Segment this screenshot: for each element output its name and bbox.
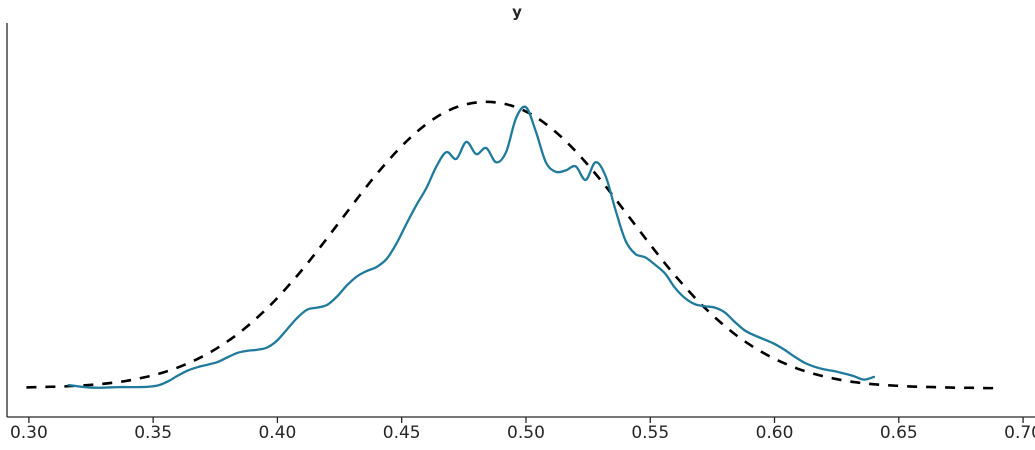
x-tick-label: 0.40 bbox=[258, 423, 296, 443]
x-tick-label: 0.55 bbox=[631, 423, 669, 443]
x-axis-tick-labels: 0.30 0.35 0.40 0.45 0.50 0.55 0.60 0.65 0.70 bbox=[10, 423, 1035, 443]
data-series-group bbox=[26, 100, 996, 390]
x-axis-tick-marks bbox=[28, 417, 1024, 423]
reference-normal-curve bbox=[26, 100, 996, 390]
chart-title: y bbox=[512, 3, 522, 21]
x-tick-label: 0.30 bbox=[10, 423, 48, 443]
kde-density-curve bbox=[67, 105, 876, 389]
x-tick-label: 0.45 bbox=[383, 423, 421, 443]
axes-spines bbox=[6, 23, 1035, 418]
x-tick-label: 0.65 bbox=[880, 423, 918, 443]
x-tick-label: 0.70 bbox=[1004, 423, 1035, 443]
x-tick-label: 0.50 bbox=[507, 423, 545, 443]
x-tick-label: 0.35 bbox=[134, 423, 172, 443]
x-tick-label: 0.60 bbox=[756, 423, 794, 443]
